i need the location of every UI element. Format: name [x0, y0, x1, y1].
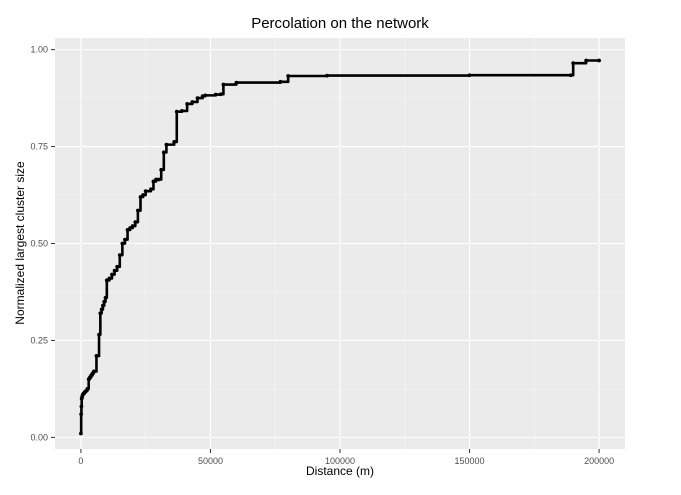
data-point	[97, 332, 101, 337]
x-tick-label: 100000	[325, 456, 355, 466]
data-point	[107, 276, 112, 281]
data-point	[91, 369, 96, 374]
data-point	[174, 109, 179, 114]
data-point	[597, 58, 601, 63]
data-point	[286, 74, 291, 78]
data-point	[221, 82, 226, 87]
data-point	[571, 61, 576, 66]
y-tick-label: 0.00	[30, 432, 48, 442]
data-point	[584, 58, 589, 63]
x-tick-label: 50000	[198, 456, 223, 466]
data-point	[128, 226, 133, 230]
x-axis-ticks: 0 50000 100000 150000 200000	[78, 449, 614, 466]
data-point	[278, 79, 283, 84]
data-point	[156, 177, 161, 182]
data-point	[164, 142, 169, 147]
data-point	[234, 80, 239, 85]
x-tick-label: 200000	[584, 456, 614, 466]
data-point	[143, 189, 148, 194]
data-point	[467, 73, 472, 78]
y-tick-label: 0.50	[30, 239, 48, 249]
y-axis-label: Normalized largest cluster size	[13, 161, 27, 325]
data-point	[102, 299, 107, 304]
data-point	[99, 307, 104, 312]
data-point	[115, 264, 120, 269]
data-point	[120, 241, 125, 246]
data-point	[79, 404, 84, 409]
data-point	[103, 295, 108, 300]
data-point	[195, 96, 200, 100]
data-point	[161, 150, 166, 155]
data-point	[85, 387, 90, 391]
data-point	[101, 303, 105, 308]
data-point	[180, 108, 184, 113]
data-point	[172, 140, 177, 144]
data-point	[79, 412, 84, 417]
data-point	[94, 354, 99, 358]
data-point	[98, 311, 103, 316]
data-point	[112, 268, 117, 273]
y-tick-label: 0.25	[30, 335, 48, 345]
data-point	[104, 278, 109, 283]
y-tick-label: 0.75	[30, 142, 48, 152]
y-axis-ticks: 0.00 0.25 0.50 0.75 1.00	[30, 45, 55, 442]
data-point	[110, 272, 114, 277]
data-point	[125, 228, 130, 232]
data-point	[148, 187, 153, 192]
series-layer	[79, 58, 601, 436]
data-point	[123, 237, 127, 242]
data-point	[117, 253, 122, 258]
major-gridlines	[55, 38, 625, 449]
data-point	[133, 220, 138, 225]
data-point	[185, 102, 190, 106]
data-point	[213, 92, 218, 97]
data-point	[203, 93, 208, 98]
data-point	[325, 73, 329, 78]
data-point	[159, 167, 164, 172]
y-tick-label: 1.00	[30, 45, 48, 55]
data-point	[151, 179, 156, 184]
x-tick-label: 150000	[455, 456, 485, 466]
data-point	[190, 100, 195, 104]
chart-title: Percolation on the network	[251, 15, 429, 32]
data-point	[136, 208, 140, 213]
x-tick-label: 0	[78, 456, 83, 466]
data-point	[79, 431, 83, 436]
data-point	[130, 224, 135, 228]
data-point	[141, 193, 145, 197]
x-axis-label: Distance (m)	[306, 464, 374, 478]
data-point	[568, 73, 573, 78]
data-point	[218, 92, 223, 97]
data-point	[138, 195, 143, 199]
